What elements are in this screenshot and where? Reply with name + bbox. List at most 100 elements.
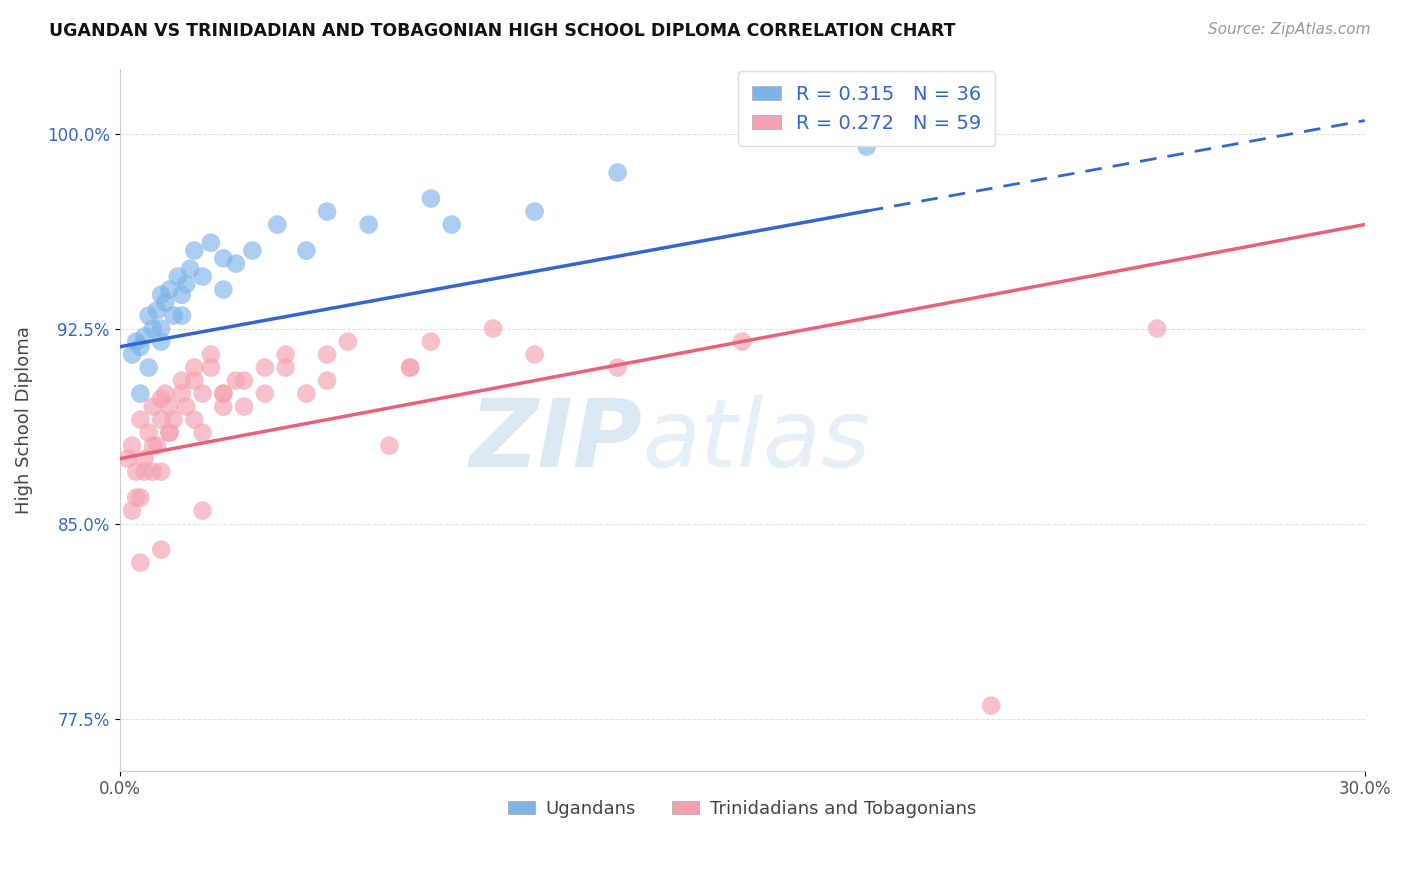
Point	[274, 360, 297, 375]
Point	[125, 334, 148, 349]
Point	[523, 348, 546, 362]
Point	[170, 309, 193, 323]
Point	[162, 309, 184, 323]
Point	[295, 244, 318, 258]
Point	[233, 374, 256, 388]
Point	[142, 439, 165, 453]
Point	[200, 360, 222, 375]
Point	[606, 165, 628, 179]
Point	[174, 400, 197, 414]
Point	[274, 348, 297, 362]
Point	[157, 400, 180, 414]
Point	[150, 392, 173, 406]
Point	[121, 348, 143, 362]
Text: ZIP: ZIP	[470, 394, 643, 487]
Point	[146, 439, 169, 453]
Point	[183, 412, 205, 426]
Point	[138, 309, 160, 323]
Point	[155, 295, 177, 310]
Point	[419, 334, 441, 349]
Point	[142, 465, 165, 479]
Point	[121, 503, 143, 517]
Point	[150, 412, 173, 426]
Point	[191, 425, 214, 440]
Point	[170, 374, 193, 388]
Point	[125, 491, 148, 505]
Point	[233, 400, 256, 414]
Point	[191, 269, 214, 284]
Point	[253, 386, 276, 401]
Point	[134, 465, 156, 479]
Point	[212, 386, 235, 401]
Point	[166, 269, 188, 284]
Point	[134, 451, 156, 466]
Point	[980, 698, 1002, 713]
Point	[146, 303, 169, 318]
Point	[117, 451, 139, 466]
Point	[174, 277, 197, 292]
Point	[357, 218, 380, 232]
Point	[242, 244, 264, 258]
Point	[157, 283, 180, 297]
Point	[150, 334, 173, 349]
Point	[134, 329, 156, 343]
Point	[1146, 321, 1168, 335]
Point	[129, 340, 152, 354]
Point	[378, 439, 401, 453]
Point	[129, 491, 152, 505]
Point	[142, 321, 165, 335]
Legend: Ugandans, Trinidadians and Tobagonians: Ugandans, Trinidadians and Tobagonians	[501, 792, 984, 825]
Point	[399, 360, 422, 375]
Text: UGANDAN VS TRINIDADIAN AND TOBAGONIAN HIGH SCHOOL DIPLOMA CORRELATION CHART: UGANDAN VS TRINIDADIAN AND TOBAGONIAN HI…	[49, 22, 956, 40]
Point	[155, 386, 177, 401]
Point	[225, 374, 247, 388]
Point	[253, 360, 276, 375]
Point	[336, 334, 359, 349]
Point	[129, 412, 152, 426]
Point	[150, 465, 173, 479]
Point	[138, 360, 160, 375]
Point	[121, 439, 143, 453]
Point	[316, 374, 339, 388]
Point	[129, 386, 152, 401]
Point	[142, 400, 165, 414]
Point	[212, 400, 235, 414]
Point	[170, 287, 193, 301]
Point	[200, 235, 222, 250]
Point	[157, 425, 180, 440]
Point	[266, 218, 288, 232]
Point	[162, 412, 184, 426]
Point	[183, 360, 205, 375]
Point	[482, 321, 505, 335]
Point	[150, 542, 173, 557]
Point	[183, 374, 205, 388]
Point	[606, 360, 628, 375]
Point	[157, 425, 180, 440]
Point	[150, 321, 173, 335]
Point	[212, 252, 235, 266]
Point	[523, 204, 546, 219]
Point	[212, 386, 235, 401]
Text: Source: ZipAtlas.com: Source: ZipAtlas.com	[1208, 22, 1371, 37]
Point	[183, 244, 205, 258]
Point	[138, 425, 160, 440]
Point	[731, 334, 754, 349]
Point	[855, 139, 877, 153]
Point	[150, 287, 173, 301]
Point	[200, 348, 222, 362]
Point	[125, 465, 148, 479]
Point	[170, 386, 193, 401]
Point	[225, 256, 247, 270]
Text: atlas: atlas	[643, 395, 870, 486]
Point	[129, 556, 152, 570]
Point	[179, 261, 201, 276]
Point	[440, 218, 463, 232]
Point	[295, 386, 318, 401]
Point	[212, 283, 235, 297]
Point	[316, 204, 339, 219]
Point	[191, 386, 214, 401]
Y-axis label: High School Diploma: High School Diploma	[15, 326, 32, 514]
Point	[316, 348, 339, 362]
Point	[419, 192, 441, 206]
Point	[399, 360, 422, 375]
